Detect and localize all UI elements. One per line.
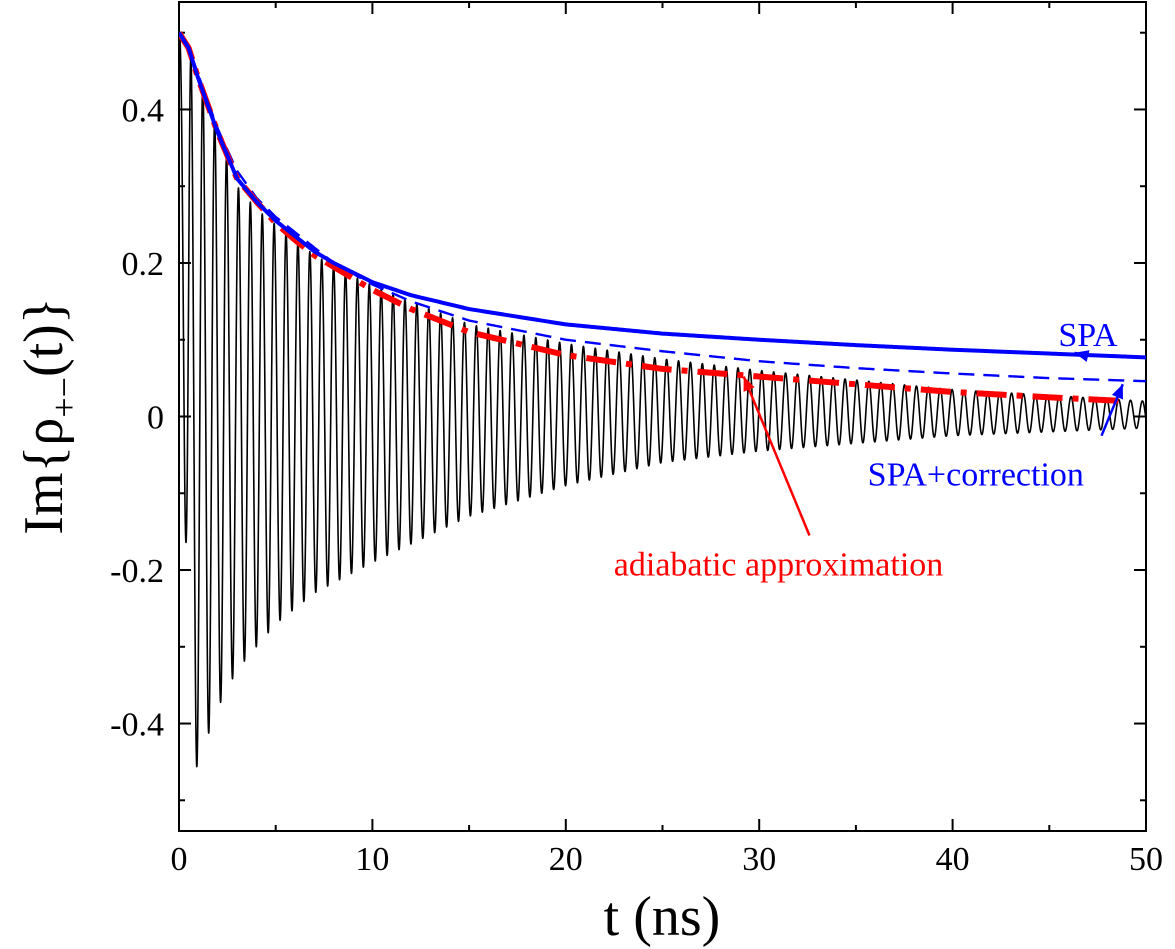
y-axis-title-main: Im{ρ — [13, 418, 75, 535]
annotation-arrowhead — [743, 376, 755, 392]
annotations-group: SPA SPA+correction adiabatic approximation — [614, 317, 1124, 583]
annotation-label: SPA — [1058, 317, 1118, 354]
annotation-arrowhead — [1074, 350, 1090, 362]
y-axis-title-subscript: +− — [44, 377, 84, 418]
annotation-label: adiabatic approximation — [614, 546, 944, 583]
y-tick-label: 0 — [147, 400, 164, 437]
annotation-arrowhead — [1111, 384, 1123, 400]
y-tick-label: -0.4 — [110, 707, 164, 744]
x-tick-label: 50 — [1129, 841, 1163, 878]
ticks: 0 10 20 30 40 50 -0.4 -0.2 0 0.2 0.4 — [110, 2, 1163, 878]
x-tick-label: 30 — [742, 841, 776, 878]
series-group — [179, 31, 1146, 768]
annotation-label: SPA+correction — [868, 457, 1084, 494]
x-tick-label: 10 — [355, 841, 389, 878]
y-tick-label: 0.4 — [122, 92, 165, 129]
x-tick-label: 40 — [936, 841, 970, 878]
series-line — [179, 32, 1146, 383]
x-axis-title: t (ns) — [604, 886, 721, 948]
series-line — [179, 31, 1129, 405]
annotation-arrow — [742, 376, 811, 536]
y-axis-title-tail: (t)} — [13, 297, 75, 377]
y-tick-label: -0.2 — [110, 553, 164, 590]
y-tick-label: 0.2 — [122, 246, 165, 283]
series-line — [179, 31, 1146, 360]
y-axis-title: Im{ρ+−(t)} — [13, 297, 84, 534]
x-tick-label: 20 — [549, 841, 583, 878]
x-tick-label: 0 — [171, 841, 188, 878]
series-line — [179, 32, 1146, 768]
